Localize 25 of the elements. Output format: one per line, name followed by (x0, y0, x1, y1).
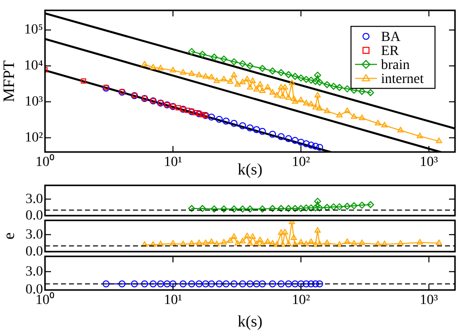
y-tick-label: 10⁵ (24, 22, 44, 38)
legend-label: ER (381, 44, 400, 60)
y-tick-label: 3.0 (26, 192, 43, 207)
y-tick-label: 0.0 (26, 208, 43, 224)
legend-label: brain (381, 58, 410, 74)
y-tick-label: 10² (24, 130, 43, 146)
x-axis-title: k(s) (238, 162, 262, 179)
x-tick-label: 10² (292, 293, 310, 308)
x-tick-label: 10³ (420, 293, 438, 308)
x-tick-label: 10² (292, 155, 310, 170)
legend-label: internet (381, 72, 424, 88)
y-axis-title: e (0, 232, 18, 240)
y-tick-label: 10⁴ (24, 58, 44, 74)
x-tick-label: 10¹ (164, 293, 182, 308)
y-tick-label: 0.0 (26, 244, 43, 260)
x-tick-label: 10³ (420, 155, 438, 170)
y-tick-label: 3.0 (26, 227, 43, 242)
y-axis-title: MFPT (0, 60, 18, 102)
x-tick-label: 10⁰ (36, 154, 54, 170)
y-tick-label: 10³ (24, 94, 43, 110)
legend-label: BA (381, 30, 402, 46)
y-tick-label: 3.0 (26, 264, 43, 280)
x-axis-title: k(s) (238, 314, 262, 331)
x-tick-label: 10¹ (164, 155, 182, 170)
x-tick-label: 10⁰ (36, 292, 54, 308)
